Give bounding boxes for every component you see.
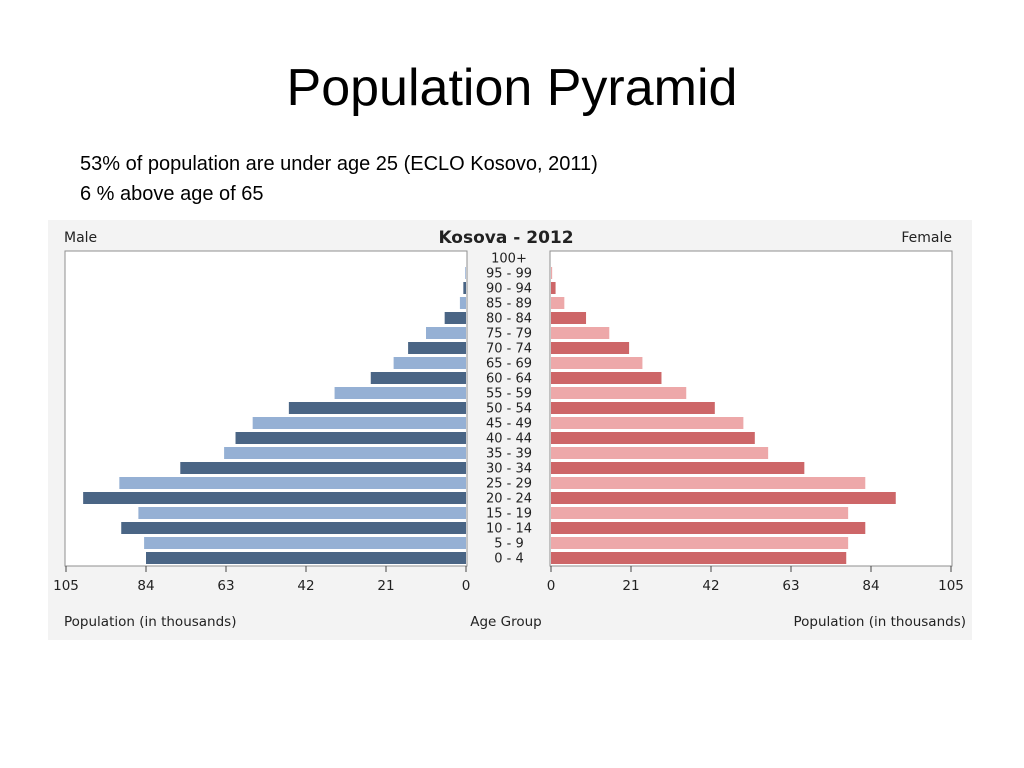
tick-label-right: 0 — [547, 578, 556, 594]
age-group-label: 15 - 19 — [486, 507, 532, 522]
bar-male-60-64 — [370, 372, 466, 384]
bar-female-45-49 — [551, 417, 744, 429]
bar-female-25-29 — [551, 477, 866, 489]
bar-female-30-34 — [551, 462, 805, 474]
age-group-label: 95 - 99 — [486, 267, 532, 282]
tick-label-right: 21 — [622, 578, 639, 594]
tick-label-left: 42 — [297, 578, 314, 594]
tick-label-right: 105 — [938, 578, 964, 594]
age-group-label: 90 - 94 — [486, 282, 532, 297]
bar-male-45-49 — [252, 417, 466, 429]
tick-label-left: 105 — [53, 578, 79, 594]
x-axis-label-right: Population (in thousands) — [794, 614, 966, 630]
age-group-label: 25 - 29 — [486, 477, 532, 492]
bar-group — [83, 267, 896, 564]
bar-female-20-24 — [551, 492, 896, 504]
bar-male-85-89 — [459, 297, 466, 309]
age-group-label: 45 - 49 — [486, 417, 532, 432]
population-pyramid-chart: Male Kosova - 2012 Female 100+ 95 - 99 90 … — [48, 220, 972, 640]
bar-male-90-94 — [463, 282, 466, 294]
tick-label-left: 84 — [137, 578, 154, 594]
bar-female-60-64 — [551, 372, 662, 384]
age-group-label: 65 - 69 — [486, 357, 532, 372]
tick-label-right: 63 — [782, 578, 799, 594]
age-group-label: 75 - 79 — [486, 327, 532, 342]
bar-male-30-34 — [180, 462, 467, 474]
bar-female-0-4 — [551, 552, 847, 564]
age-group-label: 35 - 39 — [486, 447, 532, 462]
age-group-label: 55 - 59 — [486, 387, 532, 402]
slide-title: Population Pyramid — [286, 59, 738, 117]
bar-male-40-44 — [235, 432, 466, 444]
tick-label-right: 84 — [862, 578, 879, 594]
bar-female-5-9 — [551, 537, 849, 549]
bar-female-85-89 — [551, 297, 565, 309]
bar-female-35-39 — [551, 447, 769, 459]
age-group-label: 0 - 4 — [494, 552, 524, 567]
bar-female-90-94 — [551, 282, 556, 294]
bar-female-95-99 — [551, 267, 553, 279]
pyramid-svg: Male Kosova - 2012 Female 100+95 - 9990 … — [48, 220, 972, 640]
bar-female-70-74 — [551, 342, 630, 354]
age-group-label: 50 - 54 — [486, 402, 532, 417]
bar-female-10-14 — [551, 522, 866, 534]
bar-male-15-19 — [138, 507, 466, 519]
bar-female-65-69 — [551, 357, 643, 369]
bar-male-35-39 — [224, 447, 466, 459]
bar-male-95-99 — [465, 267, 466, 279]
subtitle-line-1: 53% of population are under age 25 (ECLO… — [80, 153, 598, 175]
male-label: Male — [64, 230, 97, 246]
age-group-label: 85 - 89 — [486, 297, 532, 312]
female-label: Female — [901, 230, 952, 246]
x-axis-label-left: Population (in thousands) — [64, 614, 236, 630]
age-group-label: 100+ — [491, 252, 527, 267]
age-group-label: 40 - 44 — [486, 432, 532, 447]
subtitle-line-2: 6 % above age of 65 — [80, 183, 264, 205]
bar-female-40-44 — [551, 432, 755, 444]
axis-group: 105 84 63 42 21 0 0 21 42 63 84 105 — [53, 566, 964, 594]
age-group-label: 60 - 64 — [486, 372, 532, 387]
bar-female-15-19 — [551, 507, 849, 519]
tick-label-left: 0 — [462, 578, 471, 594]
age-group-label: 70 - 74 — [486, 342, 532, 357]
bar-male-25-29 — [119, 477, 466, 489]
age-group-label: 20 - 24 — [486, 492, 532, 507]
x-axis-label-center: Age Group — [470, 614, 542, 630]
tick-label-left: 21 — [377, 578, 394, 594]
bar-male-10-14 — [121, 522, 466, 534]
bar-male-70-74 — [408, 342, 466, 354]
tick-label-left: 63 — [217, 578, 234, 594]
bar-male-50-54 — [288, 402, 466, 414]
age-group-label: 30 - 34 — [486, 462, 532, 477]
bar-male-75-79 — [426, 327, 466, 339]
tick-label-right: 42 — [702, 578, 719, 594]
bar-female-80-84 — [551, 312, 587, 324]
bar-female-50-54 — [551, 402, 715, 414]
chart-title: Kosova - 2012 — [438, 228, 573, 248]
bar-male-0-4 — [146, 552, 466, 564]
bar-female-75-79 — [551, 327, 610, 339]
age-group-label: 80 - 84 — [486, 312, 532, 327]
bar-male-80-84 — [444, 312, 466, 324]
age-group-label: 10 - 14 — [486, 522, 532, 537]
bar-male-20-24 — [83, 492, 466, 504]
bar-male-65-69 — [393, 357, 466, 369]
bar-female-55-59 — [551, 387, 687, 399]
bar-male-55-59 — [334, 387, 466, 399]
bar-male-5-9 — [144, 537, 466, 549]
age-group-label: 5 - 9 — [494, 537, 524, 552]
